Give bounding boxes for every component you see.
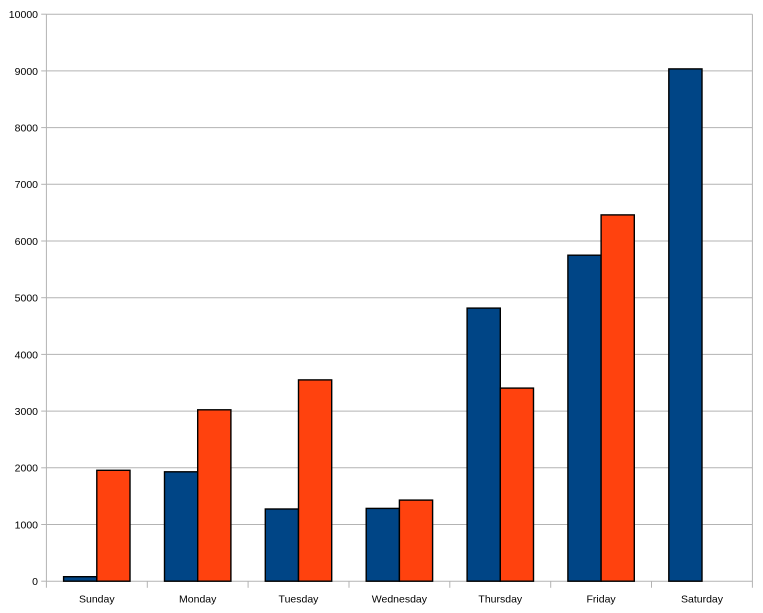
svg-text:0: 0 xyxy=(32,576,38,588)
svg-text:9000: 9000 xyxy=(15,66,39,78)
svg-text:5000: 5000 xyxy=(15,293,39,305)
svg-text:Saturday: Saturday xyxy=(681,593,724,605)
svg-text:Wednesday: Wednesday xyxy=(372,593,428,605)
svg-text:Sunday: Sunday xyxy=(79,593,115,605)
svg-text:Thursday: Thursday xyxy=(478,593,523,605)
svg-text:Monday: Monday xyxy=(179,593,217,605)
svg-text:Tuesday: Tuesday xyxy=(279,593,320,605)
svg-text:6000: 6000 xyxy=(15,236,39,248)
svg-text:7000: 7000 xyxy=(15,179,39,191)
svg-text:3000: 3000 xyxy=(15,406,39,418)
svg-text:4000: 4000 xyxy=(15,349,39,361)
svg-text:1000: 1000 xyxy=(15,519,39,531)
svg-text:Friday: Friday xyxy=(587,593,617,605)
svg-text:8000: 8000 xyxy=(15,123,39,135)
svg-text:10000: 10000 xyxy=(9,9,38,21)
svg-text:2000: 2000 xyxy=(15,463,39,475)
